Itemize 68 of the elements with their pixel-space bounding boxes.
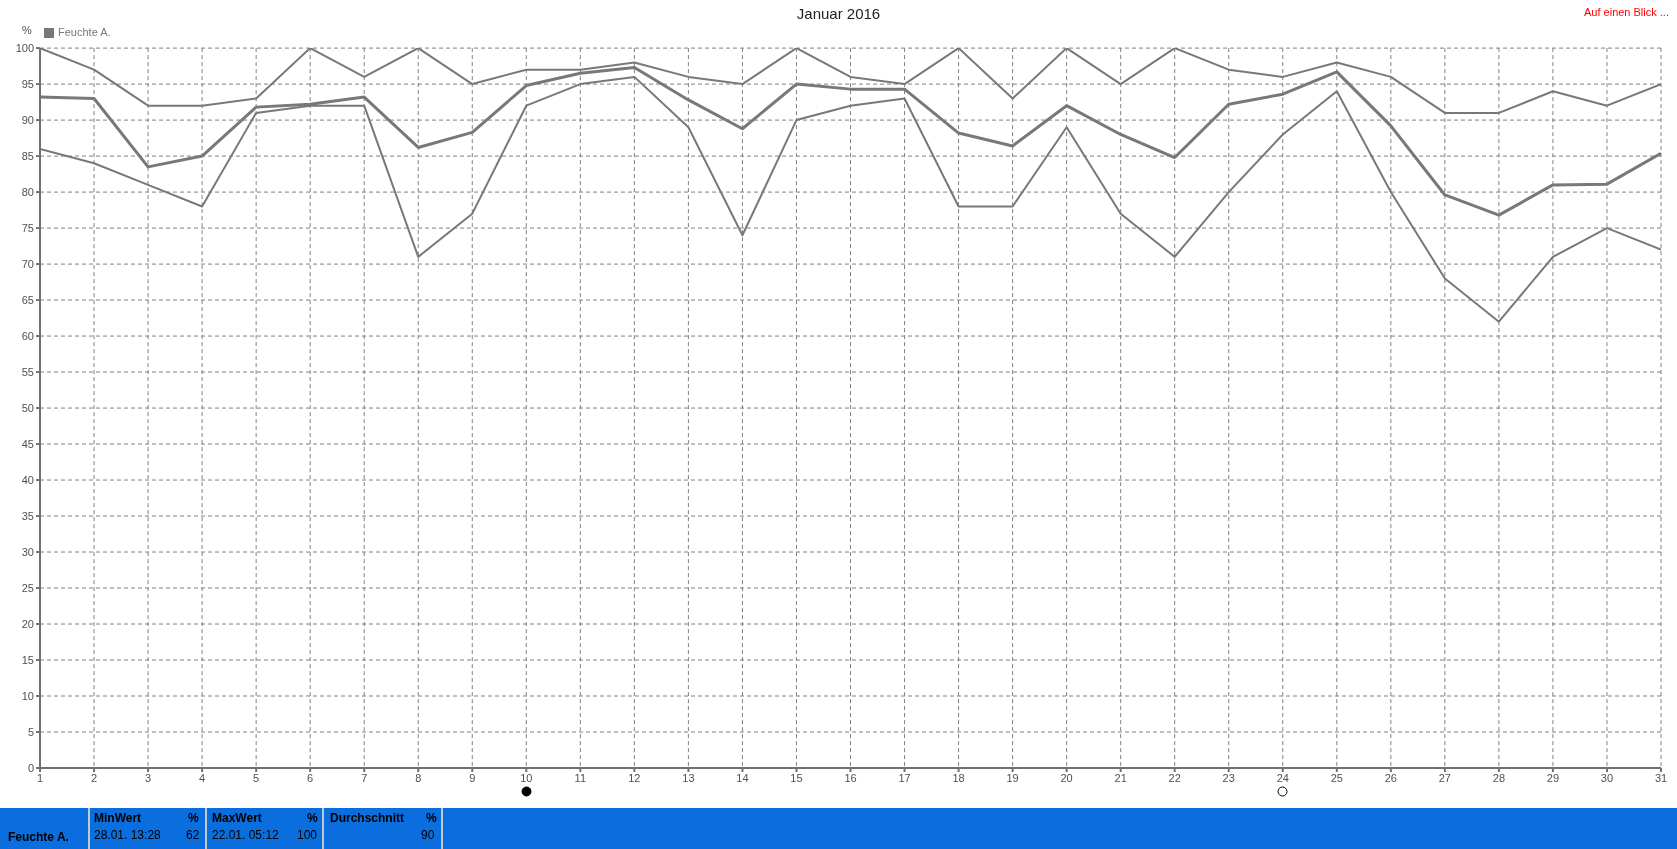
x-tick-label: 13 (682, 771, 695, 784)
y-tick-label: 95 (21, 77, 34, 90)
y-tick-label: 5 (27, 725, 34, 738)
legend-label: Feuchte A. (58, 26, 111, 38)
y-tick-label: 100 (15, 42, 34, 54)
y-tick-label: 50 (21, 401, 34, 414)
x-tick-label: 23 (1222, 771, 1235, 784)
x-tick-label: 12 (628, 771, 641, 784)
x-tick-label: 20 (1060, 771, 1073, 784)
text: Feuchte A. (8, 830, 69, 844)
x-tick-label: 2 (90, 771, 98, 784)
y-tick-label: 15 (21, 653, 34, 666)
y-tick-label: 90 (21, 113, 34, 126)
text: 100 (297, 828, 318, 842)
y-tick-label: 75 (21, 221, 34, 234)
x-tick-label: 1 (36, 771, 44, 784)
text: 62 (186, 828, 200, 842)
x-tick-label: 5 (253, 771, 260, 784)
y-tick-label: 10 (21, 689, 34, 702)
y-tick-label: 45 (21, 437, 34, 450)
x-tick-label: 28 (1492, 771, 1506, 784)
x-tick-label: 9 (469, 771, 476, 784)
x-tick-label: 21 (1114, 771, 1127, 784)
text: 22.01. 05:12 (212, 828, 279, 842)
text: % (426, 811, 437, 825)
x-tick-label: 10 (520, 771, 533, 784)
x-tick-label: 6 (307, 771, 314, 784)
x-tick-label: 17 (898, 771, 911, 784)
y-tick-label: 25 (21, 581, 34, 594)
y-tick-label: 40 (21, 473, 34, 486)
y-tick-label: 30 (21, 545, 34, 558)
x-tick-label: 27 (1438, 771, 1451, 784)
text: 90 (421, 828, 435, 842)
text: 28.01. 13:28 (94, 828, 161, 842)
y-tick-label: 20 (21, 617, 34, 630)
x-tick-label: 16 (844, 771, 857, 784)
text: MaxWert (212, 811, 262, 825)
x-tick-label: 7 (361, 771, 368, 784)
y-tick-label: 0 (27, 761, 34, 774)
x-tick-label: 18 (952, 771, 965, 784)
y-tick-label: 55 (21, 365, 34, 378)
y-tick-label: 60 (21, 329, 34, 342)
y-tick-label: 70 (21, 257, 34, 270)
y-axis-title: % (22, 24, 32, 36)
x-tick-label: 15 (790, 771, 803, 784)
y-tick-label: 80 (21, 185, 34, 198)
x-tick-label: 30 (1600, 771, 1614, 784)
x-tick-label: 22 (1168, 771, 1181, 784)
x-tick-label: 24 (1276, 771, 1289, 784)
x-tick-label: 8 (415, 771, 422, 784)
x-tick-label: 3 (145, 771, 152, 784)
text: % (307, 811, 318, 825)
text: Auf einen Blick ... (1584, 6, 1669, 18)
y-tick-label: 35 (21, 509, 34, 522)
y-tick-label: 65 (21, 293, 34, 306)
x-tick-label: 4 (199, 771, 206, 784)
text: % (188, 811, 199, 825)
text: MinWert (94, 811, 142, 825)
text: Durchschnitt (330, 811, 405, 825)
x-tick-label: 29 (1546, 771, 1560, 784)
y-tick-label: 85 (21, 149, 34, 162)
x-tick-label: 26 (1384, 771, 1397, 784)
x-tick-label: 19 (1006, 771, 1019, 784)
x-tick-label: 14 (736, 771, 749, 784)
x-tick-label: 25 (1330, 771, 1343, 784)
x-tick-label: 31 (1654, 771, 1668, 784)
chart-title: Januar 2016 (796, 5, 881, 22)
x-tick-label: 11 (574, 771, 587, 784)
